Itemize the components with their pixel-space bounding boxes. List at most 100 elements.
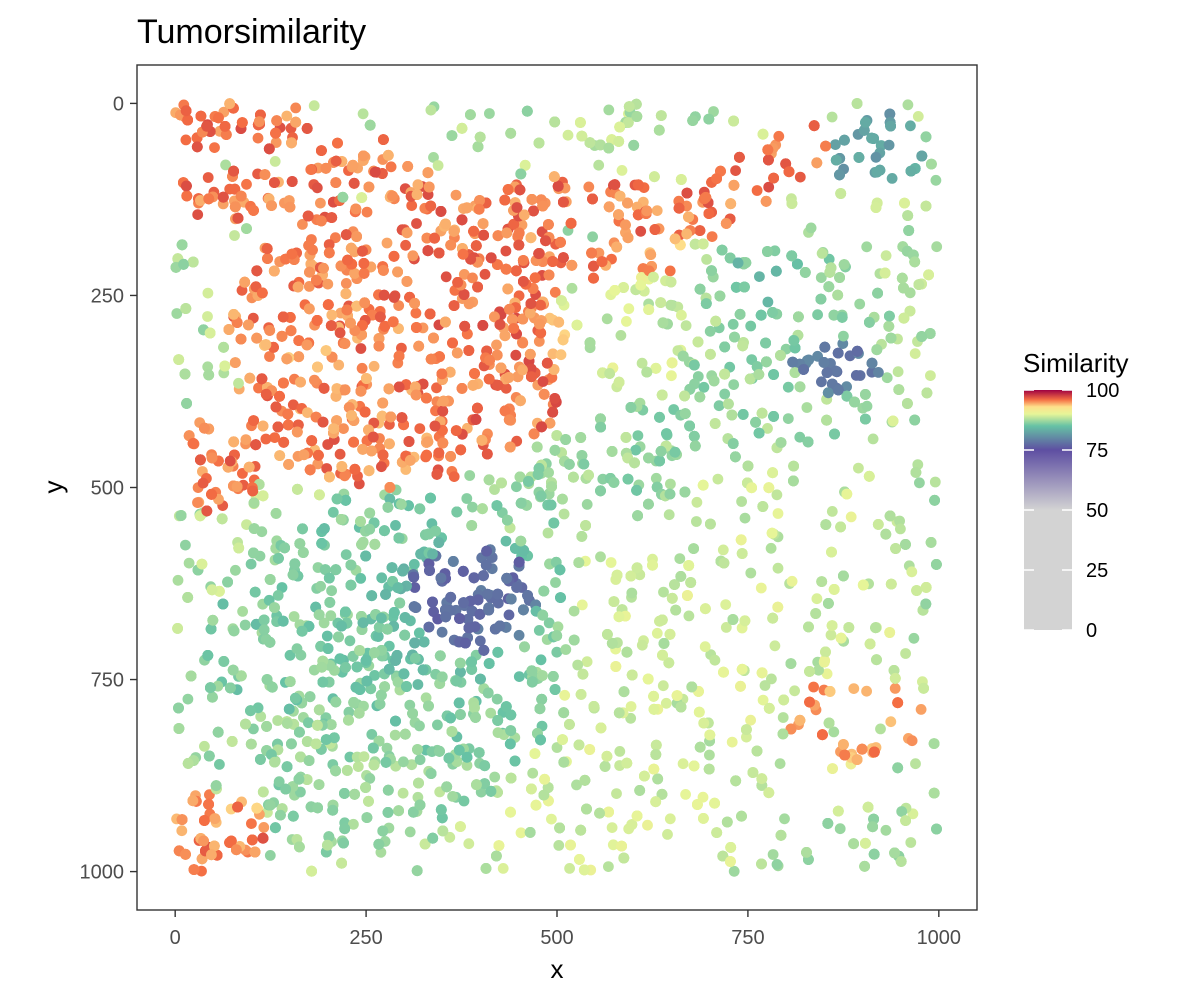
data-point — [906, 566, 918, 578]
data-point — [281, 110, 293, 122]
data-point — [511, 481, 522, 493]
data-point — [425, 104, 437, 116]
data-point — [875, 723, 886, 735]
data-point — [376, 572, 388, 584]
data-point — [340, 278, 352, 289]
data-point — [491, 349, 503, 361]
data-point — [785, 658, 797, 669]
data-point — [821, 668, 833, 680]
data-point — [355, 516, 366, 527]
data-point — [467, 272, 478, 284]
data-point — [381, 237, 393, 249]
data-point — [845, 511, 857, 523]
data-point — [680, 789, 691, 800]
data-point — [270, 508, 282, 519]
data-point — [841, 381, 852, 393]
data-point — [910, 758, 921, 770]
data-point — [447, 556, 459, 567]
data-point — [584, 744, 596, 755]
data-point — [726, 409, 738, 421]
data-point — [272, 590, 284, 601]
data-point — [794, 171, 806, 183]
data-point — [768, 172, 779, 184]
data-point — [691, 516, 702, 527]
data-point — [544, 417, 556, 429]
data-point — [386, 562, 398, 573]
data-point — [455, 709, 466, 720]
data-point — [759, 680, 771, 691]
data-point — [905, 120, 916, 132]
data-point — [209, 142, 220, 154]
data-point — [767, 849, 779, 860]
data-point — [779, 813, 790, 825]
data-point — [588, 260, 599, 272]
data-point — [258, 822, 270, 833]
data-point — [703, 113, 715, 125]
data-point — [763, 787, 775, 799]
data-point — [658, 586, 669, 598]
data-point — [853, 462, 864, 474]
data-point — [818, 357, 830, 368]
data-point — [547, 348, 559, 360]
data-point — [224, 837, 236, 848]
data-point — [248, 415, 259, 426]
data-point — [214, 759, 225, 770]
data-point — [697, 791, 709, 803]
data-point — [492, 646, 504, 658]
data-point — [603, 861, 614, 872]
data-point — [769, 640, 781, 652]
data-point — [794, 381, 806, 393]
data-point — [603, 806, 614, 818]
data-point — [755, 582, 767, 594]
data-point — [527, 767, 539, 779]
data-point — [491, 339, 502, 351]
data-point — [530, 799, 542, 811]
data-point — [918, 682, 929, 694]
data-point — [786, 575, 798, 587]
data-point — [860, 837, 871, 849]
data-point — [390, 520, 401, 531]
data-point — [172, 623, 184, 634]
data-point — [665, 299, 677, 311]
data-point — [828, 309, 840, 321]
data-point — [727, 318, 739, 330]
data-point — [830, 139, 841, 151]
data-point — [463, 345, 475, 356]
data-point — [698, 381, 710, 393]
data-point — [513, 629, 525, 641]
data-point — [307, 244, 318, 256]
data-point — [230, 564, 241, 576]
data-point — [635, 225, 647, 237]
data-point — [228, 436, 240, 448]
data-point — [666, 592, 678, 604]
data-point — [628, 139, 640, 151]
data-point — [284, 649, 296, 661]
data-point — [406, 200, 418, 212]
data-point — [364, 773, 376, 784]
data-point — [455, 666, 466, 678]
data-point — [458, 269, 470, 280]
data-point — [485, 252, 497, 264]
data-point — [651, 205, 663, 217]
data-point — [606, 637, 618, 649]
data-point — [910, 467, 922, 478]
data-point — [180, 539, 191, 551]
data-point — [505, 593, 517, 605]
data-point — [393, 805, 404, 817]
data-point — [334, 327, 346, 339]
data-point — [191, 141, 203, 153]
data-point — [762, 296, 774, 308]
data-point — [171, 308, 183, 319]
data-point — [552, 621, 564, 633]
data-point — [666, 370, 677, 382]
data-point — [357, 108, 369, 120]
data-point — [712, 473, 724, 485]
data-point — [565, 839, 576, 851]
data-point — [788, 460, 799, 472]
data-point — [650, 796, 662, 808]
data-point — [745, 714, 756, 726]
data-point — [762, 423, 773, 434]
data-point — [463, 298, 475, 310]
data-point — [674, 553, 686, 564]
data-point — [218, 656, 230, 667]
